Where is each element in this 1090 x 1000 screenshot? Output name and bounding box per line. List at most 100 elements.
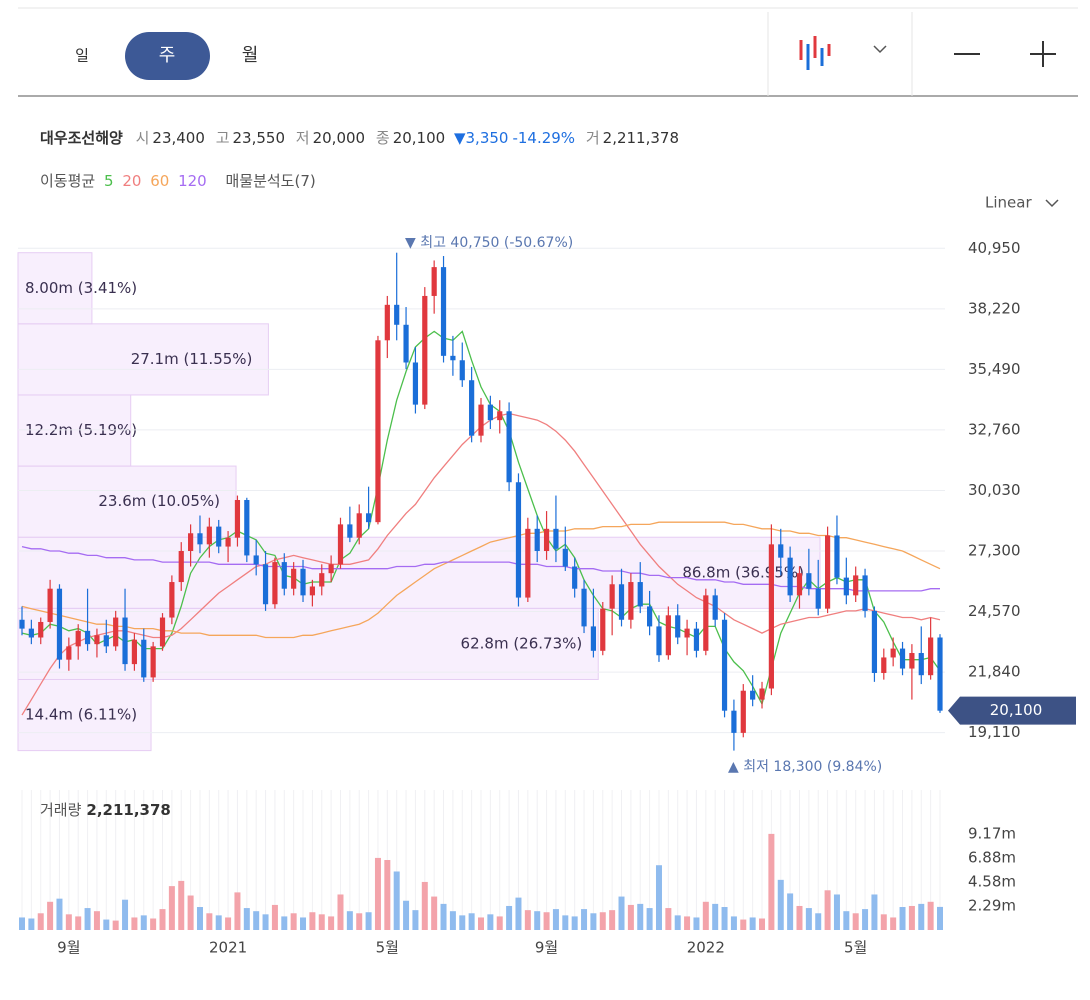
volume-bar (196, 907, 203, 930)
volume-bar (899, 907, 906, 930)
volume-bar (833, 894, 840, 930)
candle-body (534, 528, 540, 551)
candle-body (206, 526, 212, 545)
volume-bar (552, 909, 559, 930)
ma-line (21, 330, 941, 706)
candle-body (103, 635, 109, 647)
volume-bar (740, 919, 747, 930)
candle-body (693, 628, 700, 651)
volume-bar (908, 905, 915, 930)
volume-bar (749, 917, 756, 930)
volume-bar (468, 913, 475, 930)
candle-body (543, 528, 550, 551)
volume-bar (365, 912, 372, 930)
volume-bar (103, 919, 110, 930)
candle-body (450, 355, 456, 361)
scale-dropdown[interactable]: Linear (985, 194, 1059, 212)
candle-body (862, 575, 868, 611)
change-pct: -14.29% (512, 129, 575, 147)
candle-body (937, 637, 943, 711)
candle-body (347, 524, 353, 538)
volume-bar (637, 903, 644, 930)
candle-body (281, 562, 287, 589)
volume-bar (150, 918, 157, 930)
y-tick-label: 27,300 (968, 542, 1021, 560)
candle-body (853, 575, 859, 596)
candle-body (553, 528, 559, 549)
profile-box (17, 536, 821, 609)
candle-body (750, 690, 756, 700)
volume-bar (459, 915, 466, 930)
candle-body (637, 582, 643, 607)
volume-bar (300, 917, 307, 930)
volume-bar (927, 901, 934, 930)
volume-bar (93, 911, 100, 930)
volume-bar (674, 915, 681, 930)
candle-body (178, 551, 184, 583)
volume-bar (843, 911, 850, 930)
volume-bar (337, 894, 344, 930)
volume-bar (627, 904, 634, 930)
volume-bar (590, 913, 597, 930)
volume-bar (253, 911, 260, 930)
volume-bar (206, 913, 213, 930)
tab-week[interactable]: 주 (159, 45, 176, 66)
volume-bar (871, 894, 878, 930)
tab-month[interactable]: 월 (242, 45, 259, 66)
volume-bar (431, 896, 438, 930)
candle-body (572, 566, 578, 589)
profile-label: 27.1m (11.55%) (131, 350, 253, 368)
scale-mode[interactable]: Linear (985, 194, 1032, 212)
candle-body (150, 646, 156, 678)
candle-body (815, 588, 821, 609)
volume-bar (609, 910, 616, 930)
marker: ▲ (728, 759, 743, 775)
profile-label: 86.8m (36.95%) (682, 563, 804, 581)
candle-body (909, 653, 915, 669)
candle-body (712, 595, 718, 620)
candle-body (843, 577, 849, 596)
y-tick-label: 19,110 (968, 723, 1021, 741)
quote-value: 20,100 (393, 129, 446, 147)
candle-body (412, 362, 419, 405)
change: ▼3,350 (454, 129, 508, 147)
volume-bar (65, 914, 72, 930)
x-tick-label: 9월 (57, 939, 80, 957)
candle-body (244, 499, 250, 556)
profile-label: 62.8m (26.73%) (461, 634, 583, 652)
x-tick-label: 9월 (535, 939, 558, 957)
volume-bar (290, 913, 297, 930)
candle-body (375, 340, 381, 523)
candle-body (675, 615, 681, 638)
volume-bar (655, 865, 662, 930)
zoom-in-button[interactable] (1030, 41, 1056, 67)
candle-body (478, 404, 484, 436)
candle-body (469, 380, 475, 436)
volume-bar (937, 906, 943, 930)
candle-body (806, 573, 812, 589)
candle-body (918, 653, 924, 676)
volume-bar (56, 898, 63, 930)
volume-bar (702, 901, 709, 930)
chart-type-button[interactable] (799, 36, 887, 70)
y-tick-label: 21,840 (968, 663, 1021, 681)
candle-body (796, 573, 803, 596)
candle-body (440, 267, 447, 356)
volume-bar (243, 908, 250, 930)
tab-day[interactable]: 일 (75, 47, 89, 65)
volume-bar (665, 908, 672, 930)
y-tick-label: 30,030 (968, 481, 1021, 499)
volume-bar (75, 916, 82, 930)
candle-body (787, 557, 793, 596)
volume-bar (768, 833, 775, 930)
candle-body (122, 617, 128, 665)
active-tab-pill[interactable] (125, 32, 210, 80)
volume-bar (543, 912, 550, 930)
volume-bar (759, 918, 766, 930)
quote-key: 저 (296, 129, 310, 147)
volume-title: 거래량 2,211,378 (40, 801, 171, 819)
profile-box (17, 323, 269, 396)
candle-body (384, 304, 390, 341)
volume-bar (646, 908, 653, 930)
